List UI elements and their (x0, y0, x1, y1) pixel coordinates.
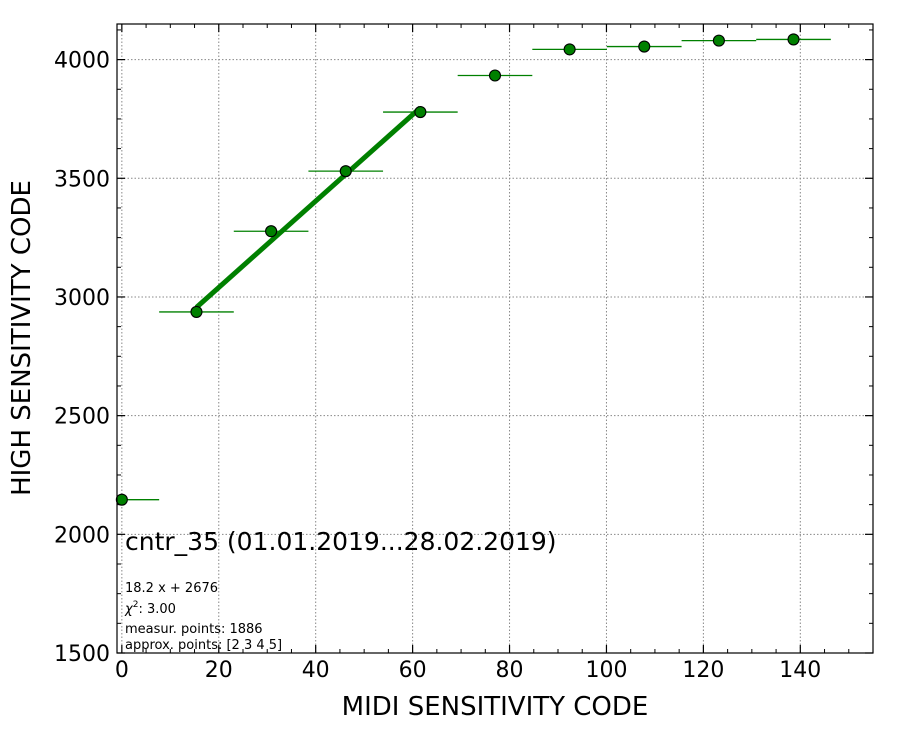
chi2-symbol: χ (124, 602, 134, 617)
fit-line (194, 105, 423, 310)
approx-points-label: approx. points: [2 3 4 5] (125, 638, 282, 653)
x-tick-label: 80 (496, 658, 524, 683)
data-point-marker (563, 43, 576, 56)
data-point-marker (712, 34, 725, 47)
y-tick-label: 2500 (54, 405, 110, 430)
plot-frame (116, 23, 874, 654)
x-tick-label: 40 (302, 658, 330, 683)
y-tick-label: 2000 (54, 523, 110, 548)
measured-points-label: measur. points: 1886 (125, 622, 263, 637)
chi2-superscript: 2 (133, 600, 139, 610)
data-point-marker (488, 69, 502, 82)
y-tick-labels: 1500 2000 2500 3000 3500 4000 (54, 49, 110, 667)
chart-annotation-title: cntr_35 (01.01.2019...28.02.2019) (125, 527, 557, 556)
x-tick-label: 140 (779, 658, 821, 683)
minor-ticks (117, 24, 873, 653)
data-point-marker (787, 33, 800, 46)
y-tick-label: 1500 (54, 642, 110, 667)
data-point-marker (414, 106, 427, 119)
chi2-value: : 3.00 (138, 602, 175, 617)
fit-equation-label: 18.2 x + 2676 (125, 581, 218, 596)
x-tick-label: 20 (205, 658, 233, 683)
y-axis-label: HIGH SENSITIVITY CODE (7, 180, 37, 496)
y-tick-label: 3000 (54, 286, 110, 311)
x-tick-label: 100 (585, 658, 627, 683)
x-tick-label: 60 (399, 658, 427, 683)
x-tick-label: 0 (115, 658, 129, 683)
data-point-marker (638, 40, 651, 53)
data-points (115, 33, 800, 506)
x-axis-label: MIDI SENSITIVITY CODE (342, 692, 649, 722)
chi2-label: χ2: 3.00 (124, 600, 176, 617)
x-tick-labels: 0 20 40 60 80 100 120 140 (115, 658, 821, 683)
fit-line-layer (194, 105, 423, 310)
data-point-marker (265, 225, 278, 238)
data-point-marker (339, 165, 352, 178)
data-point-marker (190, 305, 203, 318)
y-tick-label: 3500 (54, 167, 110, 192)
x-tick-label: 120 (682, 658, 724, 683)
data-point-marker (115, 493, 128, 506)
y-tick-label: 4000 (54, 49, 110, 74)
